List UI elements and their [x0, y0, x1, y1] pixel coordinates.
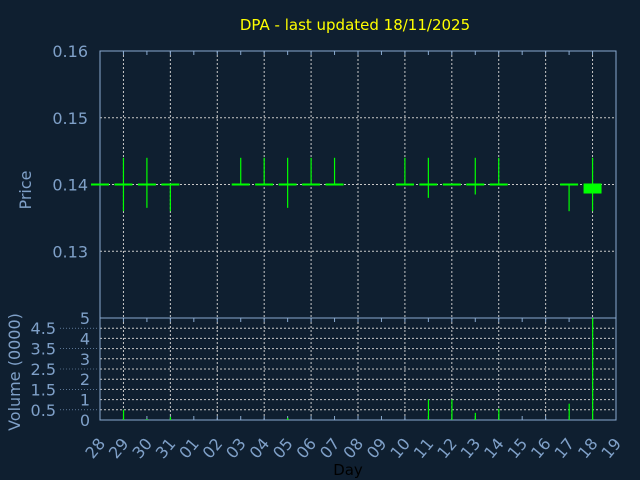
- chart-title: DPA - last updated 18/11/2025: [240, 16, 470, 34]
- candle-body: [302, 183, 321, 186]
- x-tick-label: 08: [339, 434, 367, 462]
- x-tick-label: 13: [457, 434, 485, 462]
- volume-bar: [568, 403, 570, 420]
- volume-bar: [169, 416, 172, 420]
- x-tick-label: 15: [504, 434, 532, 462]
- x-tick-label: 07: [316, 434, 344, 462]
- x-axis-label: Day: [333, 461, 363, 479]
- x-tick-label: 10: [386, 434, 414, 462]
- x-tick-label: 18: [574, 434, 602, 462]
- volume-tick-label: 1: [80, 391, 90, 410]
- x-tick-label: 05: [269, 434, 297, 462]
- volume-bar: [498, 408, 500, 420]
- x-tick-label: 12: [433, 434, 461, 462]
- volume-tick-label: 0: [80, 411, 90, 430]
- x-tick-label: 30: [128, 434, 156, 462]
- candle-body: [114, 183, 133, 186]
- volume-axis-label: Volume (0000): [5, 313, 24, 431]
- candle-body: [489, 183, 508, 186]
- price-tick-label: 0.16: [52, 42, 88, 61]
- x-tick-label: 17: [551, 434, 579, 462]
- price-tick-label: 0.14: [52, 176, 88, 195]
- candle-body: [442, 183, 461, 186]
- volume-bar: [474, 412, 476, 420]
- volume-tick-label: 3.5: [31, 340, 56, 359]
- candle-body: [161, 183, 180, 186]
- candle-body: [419, 183, 438, 186]
- volume-tick-label: 3: [80, 350, 90, 369]
- x-tick-label: 02: [199, 434, 227, 462]
- candle-body: [325, 183, 344, 186]
- candle-body: [137, 183, 156, 186]
- volume-tick-label: 0.5: [31, 401, 56, 420]
- volume-bar: [122, 409, 125, 420]
- volume-tick-label: 4: [80, 329, 90, 348]
- volume-tick-label: 5: [80, 309, 90, 328]
- volume-bar: [146, 418, 148, 420]
- candle-body: [560, 183, 579, 186]
- x-tick-label: 28: [81, 434, 109, 462]
- candle-body: [466, 183, 485, 186]
- candle-body: [395, 183, 414, 186]
- x-tick-label: 14: [480, 434, 508, 462]
- price-tick-label: 0.15: [52, 109, 88, 128]
- x-tick-label: 29: [105, 434, 133, 462]
- volume-bar: [287, 417, 289, 420]
- volume-tick-label: 2.5: [31, 360, 56, 379]
- volume-bar: [451, 399, 453, 420]
- candle-body: [231, 183, 250, 186]
- candle-body: [91, 183, 109, 186]
- candle-body: [278, 183, 297, 186]
- x-tick-label: 19: [597, 434, 625, 462]
- x-tick-label: 16: [527, 434, 555, 462]
- x-tick-label: 04: [246, 434, 274, 462]
- x-tick-label: 09: [363, 434, 391, 462]
- price-tick-label: 0.13: [52, 242, 88, 261]
- x-tick-label: 31: [152, 434, 180, 462]
- x-tick-label: 03: [222, 434, 250, 462]
- x-tick-label: 01: [175, 434, 203, 462]
- volume-bar: [592, 318, 594, 420]
- volume-bar: [427, 399, 430, 420]
- candle-body: [583, 183, 602, 194]
- volume-tick-label: 2: [80, 370, 90, 389]
- volume-tick-label: 1.5: [31, 380, 56, 399]
- x-tick-label: 11: [410, 434, 438, 462]
- volume-tick-label: 4.5: [31, 319, 56, 338]
- price-axis-label: Price: [16, 170, 35, 209]
- candle-body: [255, 183, 274, 186]
- x-tick-label: 06: [293, 434, 321, 462]
